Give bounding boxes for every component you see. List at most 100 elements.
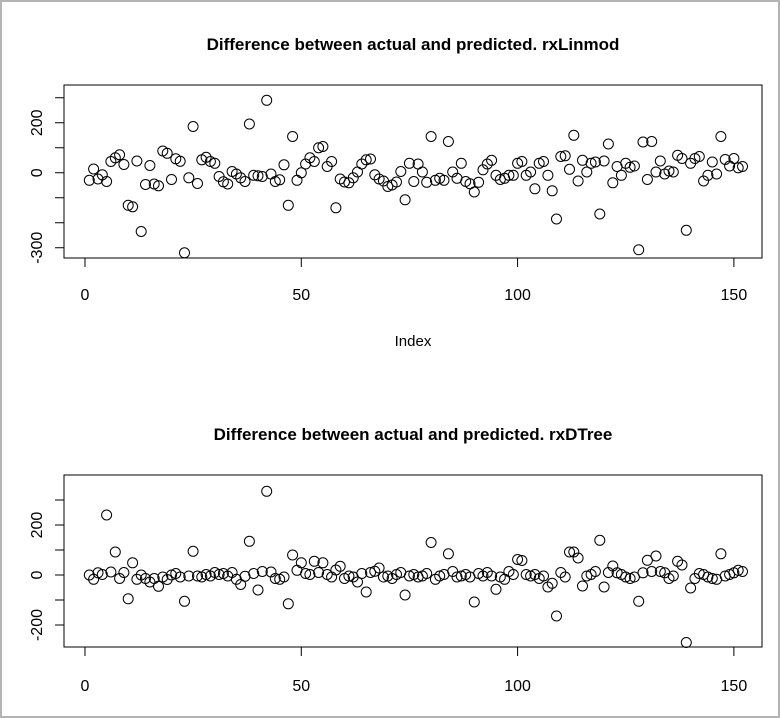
- data-point: [425, 131, 437, 142]
- rxlinmod-scatter-plot: 0 50 100 150 200 0 -300: [29, 84, 763, 304]
- data-point: [503, 169, 515, 181]
- x-tick-label: 50: [292, 678, 310, 695]
- data-point: [512, 554, 524, 565]
- data-point: [391, 176, 402, 188]
- data-point: [269, 573, 281, 584]
- data-point: [585, 157, 597, 169]
- data-point: [295, 167, 307, 179]
- data-point: [568, 546, 580, 558]
- data-point: [481, 158, 493, 170]
- data-point: [615, 169, 627, 181]
- data-point: [628, 160, 640, 172]
- data-point: [551, 213, 562, 225]
- data-point: [663, 165, 675, 177]
- data-point: [127, 557, 139, 569]
- data-point: [568, 129, 580, 141]
- data-point: [698, 175, 710, 187]
- data-point: [538, 156, 549, 167]
- data-point: [602, 138, 614, 150]
- data-point: [192, 178, 203, 189]
- x-tick-label: 0: [81, 287, 90, 304]
- data-point: [654, 566, 666, 577]
- data-point: [131, 573, 143, 585]
- y-tick-label: 200: [29, 512, 46, 539]
- data-point: [256, 171, 268, 182]
- y-tick-label: -300: [29, 232, 46, 264]
- data-point: [486, 570, 498, 582]
- data-point: [343, 570, 355, 582]
- data-point: [715, 548, 727, 560]
- data-point: [330, 202, 342, 214]
- data-point: [153, 180, 164, 192]
- data-point: [88, 163, 100, 175]
- data-point: [83, 569, 95, 581]
- data-point: [641, 174, 653, 185]
- data-point: [278, 571, 290, 583]
- plot-box: [63, 84, 763, 259]
- data-point: [442, 548, 454, 560]
- data-point: [711, 168, 723, 180]
- data-point: [598, 581, 610, 593]
- data-point: [144, 160, 156, 171]
- y-tick-label: 200: [29, 109, 46, 136]
- data-point: [235, 172, 247, 184]
- data-point: [248, 568, 260, 579]
- data-point: [399, 194, 411, 206]
- data-point: [127, 201, 139, 213]
- data-point: [425, 537, 437, 548]
- data-point: [473, 176, 485, 188]
- rxdtree-plot-title: Difference between actual and predicted.…: [213, 425, 613, 444]
- data-point: [326, 156, 338, 167]
- data-point: [300, 158, 312, 170]
- data-point: [633, 595, 645, 607]
- data-point: [529, 183, 541, 195]
- data-point: [737, 161, 748, 172]
- data-point: [183, 172, 195, 184]
- data-point: [633, 244, 645, 256]
- data-point: [92, 173, 104, 185]
- data-point: [525, 166, 537, 178]
- data-point: [282, 199, 294, 211]
- data-point: [546, 185, 558, 197]
- data-point: [468, 596, 480, 608]
- data-point: [222, 178, 234, 190]
- data-point: [261, 485, 273, 497]
- data-point: [287, 549, 299, 561]
- data-point: [252, 170, 264, 182]
- data-point: [520, 569, 532, 580]
- data-point: [542, 581, 554, 593]
- data-point: [507, 569, 519, 580]
- data-point: [243, 535, 255, 547]
- data-point: [598, 155, 610, 167]
- data-point: [589, 566, 601, 577]
- data-point: [447, 166, 459, 178]
- data-point: [637, 567, 649, 579]
- data-point: [179, 247, 190, 259]
- data-point: [732, 564, 744, 576]
- data-point: [356, 158, 368, 170]
- rxlinmod-plot-title: Difference between actual and predicted.…: [206, 35, 620, 54]
- data-point: [490, 583, 502, 595]
- data-point: [581, 570, 593, 582]
- data-point: [455, 570, 467, 582]
- data-point: [693, 151, 705, 162]
- data-point: [559, 571, 571, 583]
- data-point: [438, 174, 450, 186]
- data-point: [265, 168, 277, 180]
- data-point: [378, 571, 389, 583]
- data-point: [317, 557, 329, 569]
- data-point: [494, 174, 506, 185]
- data-point: [360, 586, 372, 598]
- data-point: [628, 571, 640, 583]
- data-point: [282, 598, 294, 610]
- data-point: [455, 157, 467, 169]
- data-point: [676, 559, 688, 571]
- data-point: [442, 136, 454, 147]
- data-point: [564, 163, 575, 175]
- data-point: [122, 593, 134, 605]
- data-point: [243, 118, 255, 130]
- data-point: [252, 584, 264, 596]
- data-point: [529, 569, 541, 580]
